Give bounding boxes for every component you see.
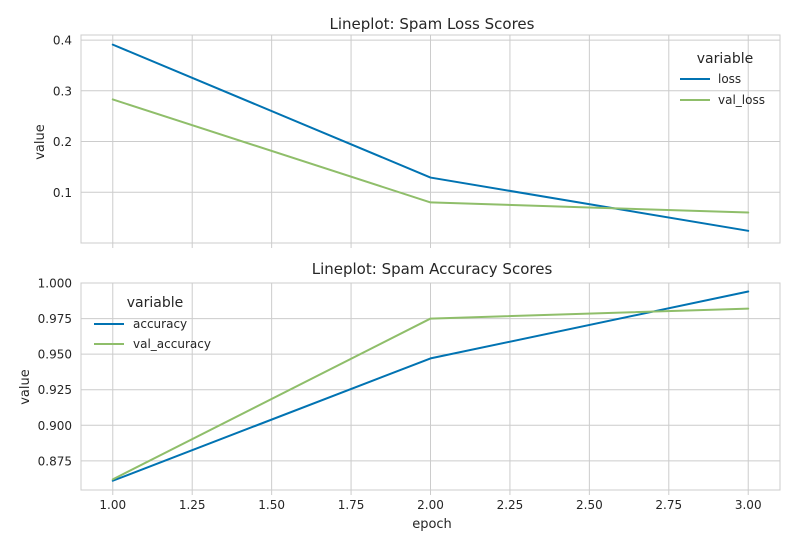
accuracy-chart: 1.00 1.25 1.50 1.75 2.00 2.25 2.50 2.75 3.00 0.87… bbox=[18, 260, 781, 532]
legend: variable loss val_loss bbox=[680, 51, 765, 107]
x-tick-label: 1.00 bbox=[99, 498, 126, 512]
legend-label-val-loss: val_loss bbox=[718, 93, 765, 107]
x-axis-label: epoch bbox=[412, 517, 452, 532]
y-tick-label: 1.000 bbox=[38, 277, 72, 291]
y-tick-label: 0.925 bbox=[38, 383, 72, 397]
y-tick-label: 0.1 bbox=[53, 186, 72, 200]
x-tick-label: 1.25 bbox=[179, 498, 206, 512]
series-line-val-loss bbox=[111, 98, 750, 214]
series-line-accuracy bbox=[111, 290, 750, 482]
legend-entry-loss: loss bbox=[680, 72, 741, 86]
x-tick-label: 2.00 bbox=[417, 498, 444, 512]
y-tick-label: 0.2 bbox=[53, 135, 72, 149]
legend: variable accuracy val_accuracy bbox=[94, 295, 211, 351]
x-tick-label: 2.50 bbox=[576, 498, 603, 512]
y-tick-label: 0.4 bbox=[53, 34, 72, 48]
y-tick-label: 0.950 bbox=[38, 348, 72, 362]
chart-title: Lineplot: Spam Accuracy Scores bbox=[312, 260, 553, 278]
legend-title: variable bbox=[697, 51, 753, 67]
y-tick-label: 0.900 bbox=[38, 419, 72, 433]
x-tick-label: 1.50 bbox=[258, 498, 285, 512]
x-tick-label: 2.75 bbox=[655, 498, 682, 512]
series-line-val-accuracy bbox=[111, 307, 750, 481]
y-tick-label: 0.3 bbox=[53, 84, 72, 98]
legend-label-val-accuracy: val_accuracy bbox=[133, 337, 211, 351]
legend-label-loss: loss bbox=[718, 72, 741, 86]
legend-label-accuracy: accuracy bbox=[133, 317, 187, 331]
legend-entry-val-accuracy: val_accuracy bbox=[94, 337, 211, 351]
legend-title: variable bbox=[127, 295, 183, 311]
y-axis-label: value bbox=[33, 124, 48, 160]
series-line-loss bbox=[111, 43, 750, 232]
y-tick-label: 0.975 bbox=[38, 312, 72, 326]
x-tick-label: 2.25 bbox=[497, 498, 524, 512]
y-tick-label: 0.875 bbox=[38, 454, 72, 468]
legend-entry-accuracy: accuracy bbox=[94, 317, 187, 331]
loss-chart: 0.10.20.30.4 Lineplot: Spam Loss Scores … bbox=[33, 15, 781, 248]
x-tick-label: 1.75 bbox=[338, 498, 365, 512]
x-tick-label: 3.00 bbox=[735, 498, 762, 512]
y-axis-label: value bbox=[18, 369, 33, 405]
chart-title: Lineplot: Spam Loss Scores bbox=[330, 15, 535, 33]
legend-entry-val-loss: val_loss bbox=[680, 93, 765, 107]
